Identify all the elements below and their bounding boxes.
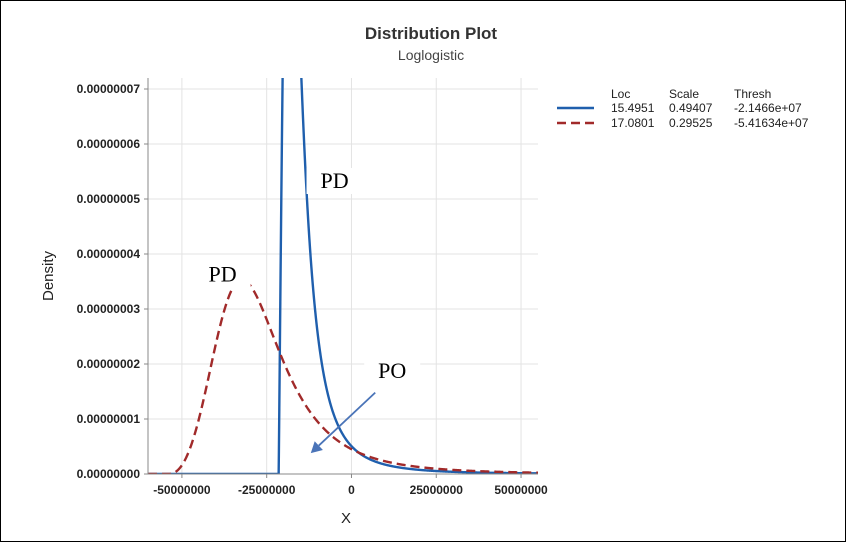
annotation-layer: PD PD PO <box>194 168 421 454</box>
annotation-bg <box>306 168 363 194</box>
y-tick-label: 0.00000000 <box>77 467 141 481</box>
legend-value: 0.49407 <box>669 101 713 115</box>
x-tick-label: 25000000 <box>410 483 464 497</box>
legend: Loc Scale Thresh 15.4951 0.49407 -2.1466e+07 1… <box>557 87 809 130</box>
legend-header: Thresh <box>734 87 771 101</box>
annotation-bg <box>364 357 421 384</box>
chart-title: Distribution Plot <box>365 24 498 43</box>
legend-value: -2.1466e+07 <box>734 101 802 115</box>
annotation-bg <box>194 261 251 288</box>
x-tick-label: -50000000 <box>153 483 211 497</box>
legend-value: -5.41634e+07 <box>734 116 809 130</box>
tick-layer: -50000000 -25000000 0 25000000 50000000 0.000… <box>77 82 548 497</box>
series-layer <box>148 78 538 474</box>
y-tick-label: 0.00000005 <box>77 192 141 206</box>
y-tick-label: 0.00000001 <box>77 412 141 426</box>
x-tick-label: 0 <box>348 483 355 497</box>
chart-subtitle: Loglogistic <box>398 47 464 63</box>
y-tick-label: 0.00000004 <box>77 247 141 261</box>
x-tick-label: 50000000 <box>494 483 548 497</box>
annotation-label: PD <box>209 262 237 287</box>
y-axis-title: Density <box>40 250 57 301</box>
x-axis-title: X <box>341 510 351 527</box>
series-1-curve <box>148 78 538 474</box>
legend-value: 0.29525 <box>669 116 713 130</box>
legend-value: 17.0801 <box>611 116 655 130</box>
arrow-head <box>310 441 323 454</box>
grid-layer <box>148 78 538 475</box>
legend-header: Loc <box>611 87 630 101</box>
y-tick-label: 0.00000002 <box>77 357 141 371</box>
annotation-label: PD <box>320 168 348 193</box>
legend-value: 15.4951 <box>611 101 655 115</box>
x-tick-label: -25000000 <box>238 483 296 497</box>
series-2-curve <box>148 278 538 474</box>
arrow-shaft <box>318 391 376 447</box>
annotation-label: PO <box>378 358 406 383</box>
y-tick-label: 0.00000007 <box>77 82 141 96</box>
y-tick-label: 0.00000003 <box>77 302 141 316</box>
y-tick-label: 0.00000006 <box>77 137 141 151</box>
legend-header: Scale <box>669 87 699 101</box>
